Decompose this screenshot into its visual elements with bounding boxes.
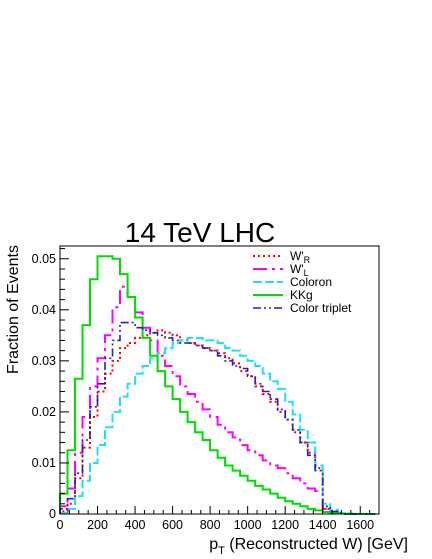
legend-label: Coloron — [290, 275, 332, 289]
y-axis-label: Fraction of Events — [5, 245, 22, 374]
series-line-3 — [59, 255, 376, 515]
legend-label: KKg — [290, 288, 313, 302]
x-tick-label: 400 — [125, 518, 146, 532]
series-layer — [59, 255, 376, 515]
y-tick-label: 0 — [49, 507, 56, 521]
x-tick-label: 1600 — [346, 518, 374, 532]
axis-ticks: 0 200 400 600 800 1000 1200 1400 1600 0 0.01 0.02 0.… — [32, 248, 380, 532]
y-tick-label: 0.03 — [32, 354, 56, 368]
x-axis-label: pT (Reconstructed W) [GeV] — [209, 536, 408, 557]
x-tick-label: 800 — [200, 518, 221, 532]
series-line-2 — [59, 336, 376, 515]
y-tick-label: 0.02 — [32, 405, 56, 419]
legend-label: Color triplet — [290, 301, 352, 315]
series-line-4 — [59, 321, 376, 515]
x-tick-label: 1200 — [271, 518, 299, 532]
chart-title: 14 TeV LHC — [125, 217, 275, 248]
y-tick-label: 0.05 — [32, 252, 56, 266]
x-tick-label: 600 — [162, 518, 183, 532]
series-line-1 — [59, 285, 376, 515]
y-tick-label: 0.04 — [32, 303, 56, 317]
x-tick-label: 1000 — [234, 518, 262, 532]
x-tick-label: 0 — [57, 518, 64, 532]
y-tick-label: 0.01 — [32, 456, 56, 470]
x-tick-label: 1400 — [309, 518, 337, 532]
x-tick-label: 200 — [87, 518, 108, 532]
legend-label: W'R — [290, 249, 311, 265]
legend-label: W'L — [290, 262, 309, 278]
